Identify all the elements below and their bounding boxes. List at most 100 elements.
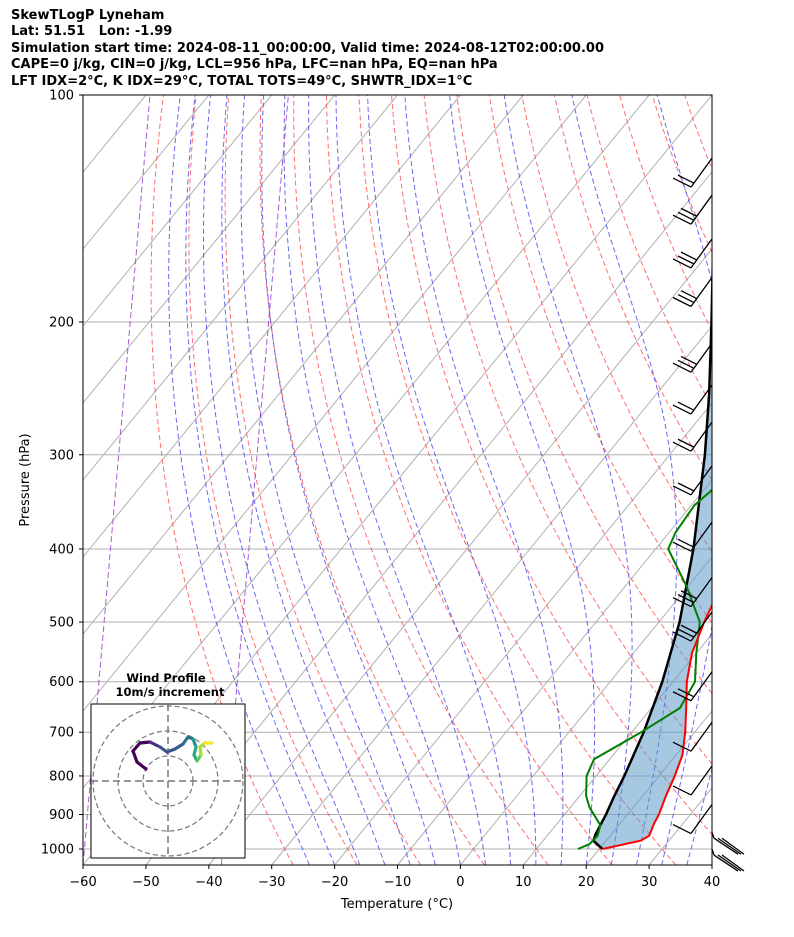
y-tick-label: 600: [49, 675, 74, 690]
hodograph-segment: [138, 740, 152, 745]
hodograph-segment: [148, 740, 162, 749]
wind-barb-staff: [690, 465, 713, 496]
dry-adiabat: [423, 95, 712, 765]
moist-adiabat: [656, 95, 712, 865]
wind-barb-feather: [721, 837, 745, 855]
moist-adiabat: [503, 95, 633, 865]
wind-barb: [672, 342, 713, 373]
header-indices-line: LFT IDX=2°C, K IDX=29°C, TOTAL TOTS=49°C…: [11, 73, 473, 89]
wind-barb: [672, 804, 713, 835]
isotherm-line: [83, 95, 273, 327]
dry-adiabat: [456, 95, 712, 695]
dry-adiabat: [259, 95, 485, 865]
wind-barb-feather: [672, 177, 692, 188]
isotherm-line: [145, 171, 712, 865]
moist-adiabat: [737, 95, 794, 865]
wind-barb: [672, 577, 713, 608]
dry-adiabat: [750, 95, 794, 865]
wind-barb: [672, 421, 713, 452]
sounding-curves: [577, 243, 712, 850]
wind-barb-feather: [677, 211, 695, 221]
wind-barb: [672, 765, 713, 796]
wind-barb-feather: [721, 854, 745, 872]
y-tick-label: 300: [49, 448, 74, 463]
wind-barb-feather: [713, 837, 739, 855]
dry-adiabat: [224, 95, 422, 865]
axes: −60 −50 −40 −30 −20 −10 0 10 20 30 40 1000 900 800 700…: [41, 89, 720, 891]
y-tick-label: 700: [49, 726, 74, 741]
x-tick-label: −40: [195, 875, 222, 890]
wind-barb-feather: [672, 296, 692, 308]
x-tick-label: −10: [384, 875, 411, 890]
dry-adiabat: [358, 95, 677, 865]
isotherm-line: [397, 479, 712, 865]
moist-adiabat: [185, 95, 336, 865]
wind-barb-feather: [680, 355, 698, 365]
wind-barb: [672, 721, 713, 752]
dry-adiabat: [188, 95, 358, 865]
wind-barb: [672, 611, 713, 642]
wind-barb-feather: [672, 691, 692, 702]
moist-adiabat: [367, 95, 537, 865]
isotherm-line: [83, 95, 587, 712]
wind-barb-feather: [677, 438, 695, 448]
chart-header: SkewTLogP Lyneham Lat: 51.51 Lon: -1.99 …: [11, 8, 604, 90]
moist-adiabat: [283, 95, 461, 865]
hodograph-segment: [135, 760, 148, 771]
inset-title: Wind Profile: [126, 671, 206, 685]
dry-adiabat: [150, 95, 294, 865]
moist-adiabat: [203, 95, 361, 865]
wind-barb-staff: [690, 421, 713, 452]
isotherm-line: [711, 864, 712, 865]
wind-barb-staff: [690, 521, 713, 552]
dry-adiabat: [488, 95, 712, 624]
wind-barb-feather: [672, 541, 692, 552]
y-tick-label: 100: [49, 89, 74, 104]
wind-barb-staff: [690, 804, 713, 834]
moist-adiabat: [240, 95, 411, 865]
wind-barb: [711, 848, 745, 872]
isotherm-line: [208, 248, 712, 865]
wind-barb-staff: [690, 238, 713, 269]
wind-barb-feather: [672, 596, 692, 608]
x-tick-label: −20: [321, 875, 348, 890]
moist-adiabat: [404, 95, 564, 865]
hodograph-segment: [131, 749, 139, 764]
header-times: Simulation start time: 2024-08-11_00:00:…: [11, 40, 604, 56]
moist-adiabat: [449, 95, 596, 865]
wind-barb-staff: [690, 342, 713, 373]
dewpoint-line: [577, 488, 712, 850]
moist-adiabat: [168, 95, 310, 865]
wind-barb-feather: [680, 590, 698, 600]
wind-barb-feather: [672, 631, 692, 642]
isotherm-line: [83, 95, 398, 481]
x-tick-label: 20: [578, 875, 595, 890]
wind-barb: [672, 384, 713, 415]
mixing-ratio-line: [83, 95, 151, 865]
wind-barb-feather: [672, 823, 692, 835]
wind-barb-feather: [672, 741, 692, 752]
wind-barb: [672, 465, 713, 496]
x-axis-label: Temperature (°C): [340, 897, 453, 912]
x-tick-label: −50: [132, 875, 159, 890]
wind-barb-staff: [690, 611, 713, 642]
isotherm-line: [83, 95, 524, 635]
wind-barb: [672, 521, 713, 552]
temperature-line: [602, 603, 712, 850]
wind-barb-feather: [672, 214, 692, 225]
wind-barb-feather: [677, 594, 695, 604]
dry-adiabat: [325, 95, 613, 865]
header-cape-line: CAPE=0 j/kg, CIN=0 j/kg, LCL=956 hPa, LF…: [11, 57, 498, 73]
y-axis-label: Pressure (hPa): [18, 433, 33, 526]
wind-barb-staff: [690, 384, 713, 415]
wind-barb-feather: [677, 628, 695, 638]
wind-barb-feather: [677, 255, 695, 265]
moist-adiabat: [335, 95, 512, 865]
wind-barb-feather: [672, 362, 692, 373]
x-tick-label: −30: [258, 875, 285, 890]
wind-barb-staff: [690, 765, 713, 796]
isotherm-line: [83, 95, 461, 558]
wind-barb-staff: [690, 157, 713, 188]
isotherm-line: [460, 556, 712, 865]
wind-barb-feather: [677, 688, 695, 698]
